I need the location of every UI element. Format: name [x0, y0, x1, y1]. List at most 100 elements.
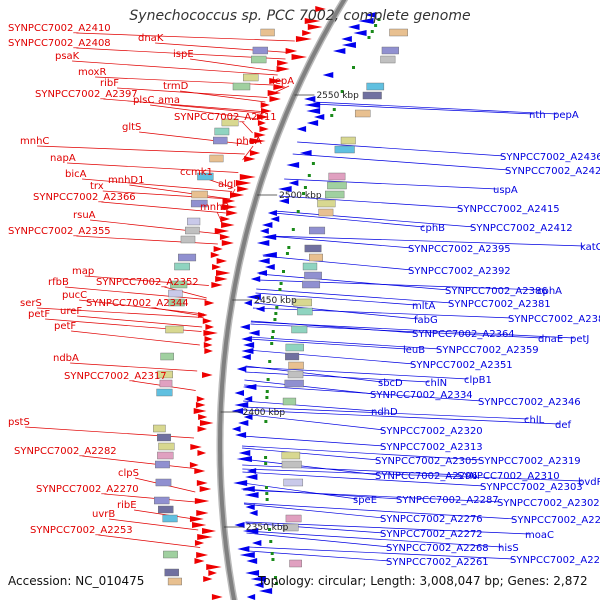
- left-gene-label: ndbA: [53, 353, 79, 364]
- leader-line: [243, 488, 401, 500]
- feature-box: [309, 253, 323, 262]
- leader-line: [243, 502, 516, 520]
- feature-box: [167, 577, 182, 586]
- left-gene-label: pstS: [8, 417, 30, 428]
- feature-box: [328, 172, 346, 181]
- feature-box: [285, 343, 304, 352]
- leader-line: [164, 286, 207, 299]
- feature-marker: [281, 270, 285, 273]
- right-gene-label: SYNPCC7002_A2436: [500, 152, 600, 163]
- forward-gene-arrow: [199, 486, 212, 492]
- right-gene-label: SYNPCC7002_A2302: [497, 498, 600, 509]
- forward-gene-arrow: [304, 18, 321, 24]
- forward-gene-arrow: [197, 426, 208, 432]
- reverse-gene-arrow: [250, 276, 261, 282]
- feature-marker: [367, 36, 371, 39]
- forward-gene-arrow: [285, 48, 298, 54]
- forward-gene-arrow: [254, 132, 266, 138]
- reverse-gene-arrow: [313, 114, 325, 120]
- left-gene-label: mnhD1: [108, 175, 144, 186]
- leader-line: [84, 275, 209, 286]
- reverse-gene-arrow: [231, 408, 244, 414]
- feature-box: [221, 118, 239, 127]
- left-gene-label: rfbB: [48, 277, 69, 288]
- right-gene-label: SYNPCC7002_A2288: [511, 515, 600, 526]
- feature-box: [282, 523, 299, 532]
- feature-box: [302, 262, 318, 271]
- right-gene-label: moaC: [525, 530, 554, 541]
- left-gene-label: dnaK: [138, 33, 164, 44]
- left-gene-label: pheA: [236, 136, 262, 147]
- feature-marker: [291, 228, 295, 231]
- leader-line: [242, 435, 385, 447]
- reverse-gene-arrow: [322, 72, 334, 78]
- leader-line: [77, 315, 203, 328]
- forward-gene-arrow: [203, 576, 213, 582]
- left-gene-label: serS: [20, 298, 42, 309]
- reverse-gene-arrow: [261, 234, 277, 240]
- leader-line: [242, 121, 253, 134]
- reverse-gene-arrow: [246, 558, 258, 564]
- forward-gene-arrow: [204, 348, 213, 354]
- forward-gene-arrow: [205, 324, 215, 330]
- leader-line: [244, 379, 375, 395]
- leader-line: [273, 212, 425, 228]
- gene-labels: SYNPCC7002_A2410 dnaK SYNPCC7002_A2408 ispE…: [8, 23, 600, 568]
- leader-line: [180, 90, 266, 103]
- right-gene-label: nth: [529, 110, 546, 121]
- feature-marker: [264, 420, 268, 423]
- feature-box: [158, 442, 175, 451]
- feature-marker: [266, 378, 270, 381]
- left-gene-label: ureF: [60, 306, 82, 317]
- forward-gene-arrow: [277, 60, 289, 66]
- left-gene-label: algI: [218, 179, 236, 190]
- forward-gene-arrow: [202, 528, 217, 534]
- leader-line: [292, 153, 510, 171]
- leader-line: [242, 482, 358, 500]
- reverse-gene-arrow: [288, 180, 299, 186]
- leader-line: [297, 141, 505, 157]
- reverse-gene-arrow: [234, 522, 245, 528]
- leader-line: [259, 273, 450, 291]
- reverse-gene-arrow: [267, 210, 277, 216]
- backbone-arc: [218, 0, 347, 600]
- leader-line: [312, 103, 534, 115]
- feature-box: [178, 253, 197, 262]
- right-gene-label: SYNPCC7002_A2429: [505, 166, 600, 177]
- leader-line: [245, 371, 430, 383]
- left-gene-label: rsuA: [73, 210, 96, 221]
- right-gene-label: SYNPCC7002_A2313: [380, 442, 483, 453]
- feature-marker: [265, 390, 269, 393]
- forward-gene-arrow: [196, 552, 209, 558]
- reverse-gene-arrow: [239, 324, 250, 330]
- reverse-gene-arrow: [250, 576, 266, 582]
- feature-box: [197, 172, 214, 181]
- feature-box: [157, 433, 171, 442]
- feature-marker: [270, 342, 274, 345]
- leader-line: [37, 307, 204, 318]
- feature-box: [389, 28, 408, 37]
- right-gene-label: SYNPCC7002_A2276: [380, 514, 483, 525]
- right-gene-label: SYNPCC7002_A2320: [380, 426, 483, 437]
- feature-box: [285, 514, 302, 523]
- leader-line: [79, 299, 205, 315]
- scale-label: 2500 kbp: [279, 191, 322, 201]
- genome-title: Synechococcus sp. PCC 7002, complete gen…: [129, 8, 471, 24]
- right-gene-label: SYNPCC7002_A2271: [510, 555, 600, 566]
- feature-marker: [352, 66, 356, 69]
- feature-box: [327, 181, 347, 190]
- feature-box: [380, 55, 396, 64]
- leader-line: [102, 190, 230, 200]
- feature-marker: [274, 582, 278, 585]
- left-gene-label: moxR: [78, 67, 106, 78]
- left-gene-label: SYNPCC7002_A2408: [8, 38, 111, 49]
- left-gene-label: mnhB: [200, 202, 229, 213]
- feature-marker: [265, 396, 269, 399]
- feature-box: [340, 136, 356, 145]
- feature-box: [243, 73, 259, 82]
- right-gene-label: uspA: [493, 185, 518, 196]
- feature-box: [159, 379, 173, 388]
- feature-marker: [264, 486, 268, 489]
- leader-line: [278, 195, 462, 209]
- feature-box: [284, 379, 304, 388]
